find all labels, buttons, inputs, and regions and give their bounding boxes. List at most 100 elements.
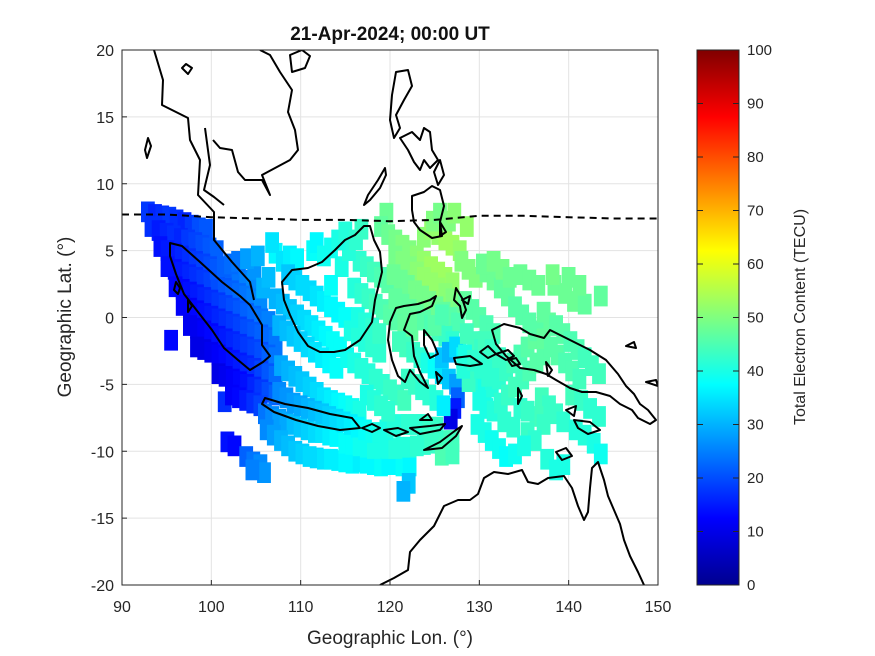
tec-cell (404, 320, 419, 342)
x-tick-label: 130 (466, 599, 493, 616)
tec-cell (397, 390, 412, 411)
colorbar-tick-label: 90 (747, 96, 764, 113)
tec-cell (261, 267, 276, 288)
tec-cell (556, 454, 571, 475)
flores-coastline (409, 423, 446, 435)
tec-cell (372, 341, 387, 363)
tec-cell (199, 218, 213, 240)
tec-cell (593, 285, 608, 307)
tec-cell (257, 462, 271, 483)
x-tick-label: 90 (113, 599, 131, 616)
tec-cell (250, 245, 265, 267)
tec-cell (434, 444, 449, 466)
new-guinea-coastline (491, 323, 657, 425)
tec-cell (434, 304, 449, 326)
hainan-coastline (289, 50, 311, 73)
tec-cell (334, 256, 349, 277)
tec-cell (445, 443, 460, 465)
y-tick-label: 20 (96, 43, 114, 60)
tec-cell (329, 358, 344, 379)
magnetic-equator-line (122, 213, 658, 223)
tec-cell (527, 430, 542, 451)
tec-cell (536, 414, 551, 435)
y-tick-label: 15 (96, 110, 114, 127)
y-axis-label: Geographic Lat. (°) (55, 237, 76, 398)
y-tick-label: 5 (105, 244, 114, 261)
colorbar (696, 49, 740, 586)
australia-coastline (379, 461, 645, 585)
x-tick-label: 140 (555, 599, 582, 616)
x-tick-label: 110 (288, 599, 314, 616)
y-tick-label: 10 (96, 177, 114, 194)
sulawesi-coastline (387, 295, 437, 389)
sumatra-coastline (169, 242, 271, 371)
tec-cell (381, 400, 396, 422)
borneo-coastline (281, 225, 383, 353)
tec-cell (567, 291, 581, 312)
coastlines (144, 50, 658, 585)
y-tick-label: -10 (91, 444, 114, 461)
tec-cell (290, 248, 304, 269)
y-tick-label: 0 (105, 311, 114, 328)
tec-cell (572, 275, 587, 296)
colorbar-tick-label: 100 (747, 42, 772, 59)
mainland-coastline (153, 50, 299, 301)
tec-cell (592, 406, 606, 427)
tec-cell (593, 443, 608, 465)
java-coastline (261, 397, 361, 431)
y-axis-ticks: 20 15 10 5 0 -5 -10 -15 -20 (91, 43, 127, 595)
timor-coastline (423, 425, 463, 451)
colorbar-tick-label: 40 (747, 363, 764, 380)
x-axis-ticks: 90 100 110 120 130 140 150 (113, 580, 671, 616)
colorbar-tick-label: 50 (747, 310, 764, 327)
tec-cell (456, 358, 471, 379)
colorbar-tick-label: 0 (747, 577, 755, 594)
tec-cell (245, 459, 260, 481)
tec-cell (545, 264, 560, 285)
tec-cell (556, 411, 571, 433)
tec-cell (240, 248, 254, 269)
tec-cell (531, 275, 546, 296)
y-tick-label: -5 (100, 377, 114, 394)
colorbar-tick-label: 60 (747, 256, 764, 273)
tec-cell (447, 202, 462, 224)
tec-cell (592, 363, 606, 384)
tec-cell (436, 395, 451, 417)
colorbar-label: Total Electron Content (TECU) (792, 209, 809, 425)
tec-cell (506, 416, 521, 438)
x-tick-label: 120 (377, 599, 404, 616)
colorbar-tick-label: 70 (747, 203, 764, 220)
tec-cell (561, 267, 576, 288)
palawan-coastline (363, 167, 387, 206)
andaman-island (144, 137, 152, 159)
x-axis-label: Geographic Lon. (°) (307, 628, 473, 649)
colorbar-tick-label: 20 (747, 470, 764, 487)
tec-cell (520, 400, 535, 422)
colorbar-tick-label: 30 (747, 417, 764, 434)
tec-cell (517, 435, 531, 457)
y-tick-label: -15 (91, 511, 114, 528)
tec-cell (265, 232, 279, 253)
philippines-coastline (389, 69, 413, 139)
tec-cell (396, 481, 411, 502)
tec-cell (459, 216, 474, 237)
tec-cell (502, 267, 517, 288)
tec-cell (227, 435, 242, 457)
tec-cell (572, 368, 587, 390)
halmahera-coastline (453, 287, 471, 319)
tec-cell (481, 366, 496, 387)
tec-cell (324, 275, 338, 296)
tec-cell (209, 240, 224, 261)
y-tick-label: -20 (91, 578, 114, 595)
x-tick-label: 100 (198, 599, 225, 616)
tec-cell (164, 329, 178, 351)
colorbar-ticks: 0 10 20 30 40 50 60 70 80 90 100 (697, 42, 772, 594)
tec-cell (577, 293, 592, 315)
tec-cell (372, 323, 387, 344)
tec-cell (476, 253, 490, 275)
tec-cell (402, 455, 417, 477)
x-tick-label: 150 (645, 599, 672, 616)
colorbar-tick-label: 80 (747, 149, 764, 166)
colorbar-tick-label: 10 (747, 524, 764, 541)
